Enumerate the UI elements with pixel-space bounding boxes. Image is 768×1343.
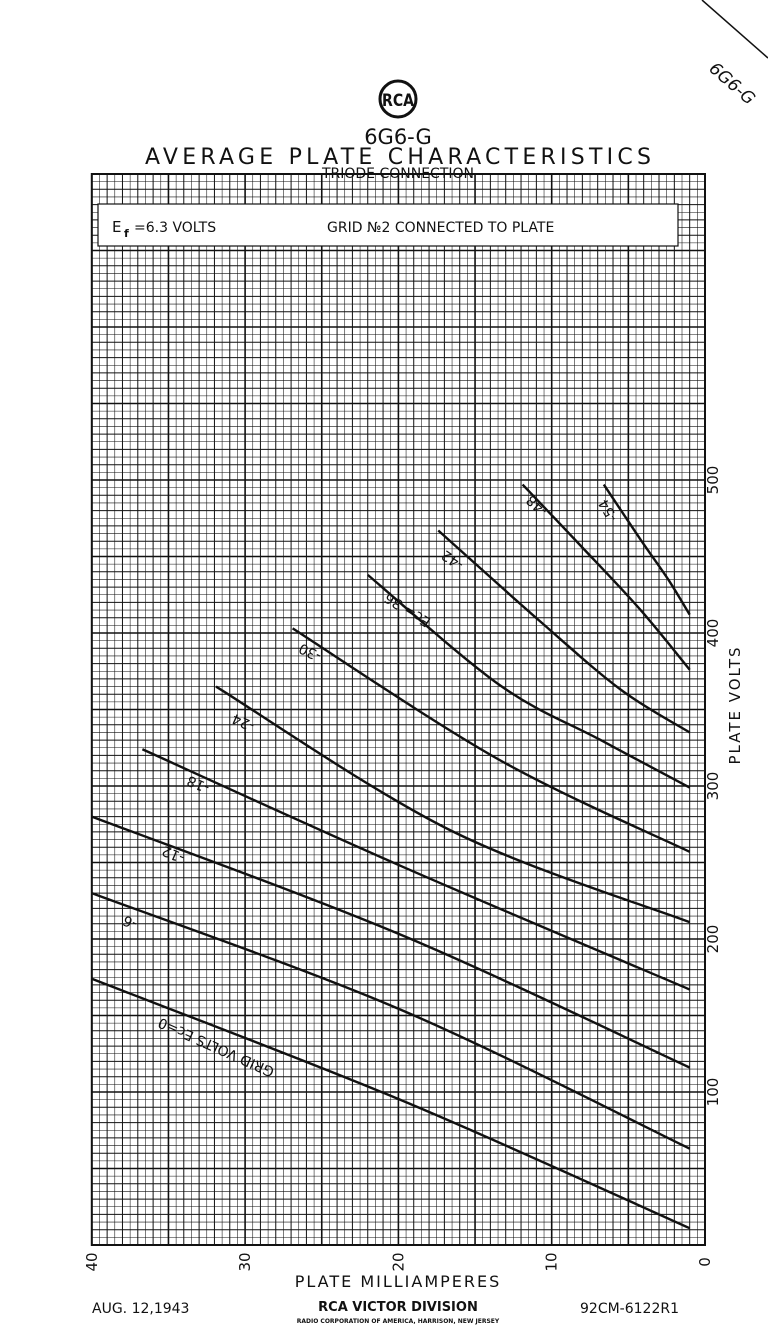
x-tick-label: 40 bbox=[83, 1252, 101, 1271]
heater-subscript: f bbox=[124, 227, 129, 240]
x-tick-label: 20 bbox=[389, 1252, 407, 1271]
corner-tab-line bbox=[701, 0, 768, 59]
plot-border bbox=[90, 173, 707, 1246]
rca-logo: RCA bbox=[378, 79, 418, 119]
x-axis-title: PLATE MILLIAMPERES bbox=[295, 1272, 502, 1291]
chart-subtitle: TRIODE CONNECTION bbox=[321, 166, 474, 182]
y-axis-title: PLATE VOLTS bbox=[726, 645, 744, 764]
curve--18 bbox=[141, 748, 691, 991]
footer-division: RCA VICTOR DIVISION bbox=[318, 1300, 478, 1315]
curve--42 bbox=[437, 529, 691, 734]
corner-tab-label: 6G6-G bbox=[705, 59, 759, 110]
curve-label: -54 bbox=[596, 496, 621, 524]
tube-type: 6G6-G bbox=[364, 125, 432, 149]
curve-label: -30 bbox=[297, 640, 324, 664]
footer-date: AUG. 12,1943 bbox=[92, 1301, 189, 1317]
footer-company: RADIO CORPORATION OF AMERICA, HARRISON, … bbox=[297, 1318, 500, 1325]
curve-label: Ec=-36 bbox=[382, 589, 434, 630]
curve-ec-36 bbox=[366, 573, 691, 789]
curve--54 bbox=[602, 483, 691, 616]
y-tick-label: 200 bbox=[704, 925, 722, 954]
curve--48 bbox=[521, 483, 691, 671]
heater-voltage: =6.3 VOLTS bbox=[134, 220, 216, 236]
footer-drawing-number: 92CM-6122R1 bbox=[580, 1301, 679, 1317]
y-tick-label: 100 bbox=[704, 1078, 722, 1107]
y-tick-label: 400 bbox=[704, 619, 722, 648]
curve-label: -6 bbox=[121, 912, 140, 932]
svg-text:RCA: RCA bbox=[382, 91, 415, 111]
x-tick-label: 10 bbox=[543, 1252, 561, 1271]
y-tick-label: 500 bbox=[704, 466, 722, 495]
curves bbox=[91, 483, 691, 1230]
curve-grid-volts-ec-0 bbox=[91, 977, 691, 1230]
x-tick-label: 0 bbox=[696, 1257, 714, 1267]
heater-symbol: E bbox=[112, 218, 121, 236]
curve--12 bbox=[91, 815, 691, 1069]
curve--30 bbox=[291, 627, 691, 853]
curve--6 bbox=[91, 891, 691, 1150]
graph-paper-grid bbox=[90, 173, 707, 1246]
conditions-box bbox=[97, 203, 679, 247]
grid2-note: GRID №2 CONNECTED TO PLATE bbox=[327, 220, 554, 236]
curve-label: -18 bbox=[185, 772, 212, 796]
curve--24 bbox=[215, 685, 691, 924]
curve-label: -42 bbox=[439, 546, 467, 572]
y-tick-label: 300 bbox=[704, 772, 722, 801]
curve-label: GRID VOLTS Ec=0 bbox=[156, 1014, 277, 1080]
x-tick-label: 30 bbox=[236, 1252, 254, 1271]
